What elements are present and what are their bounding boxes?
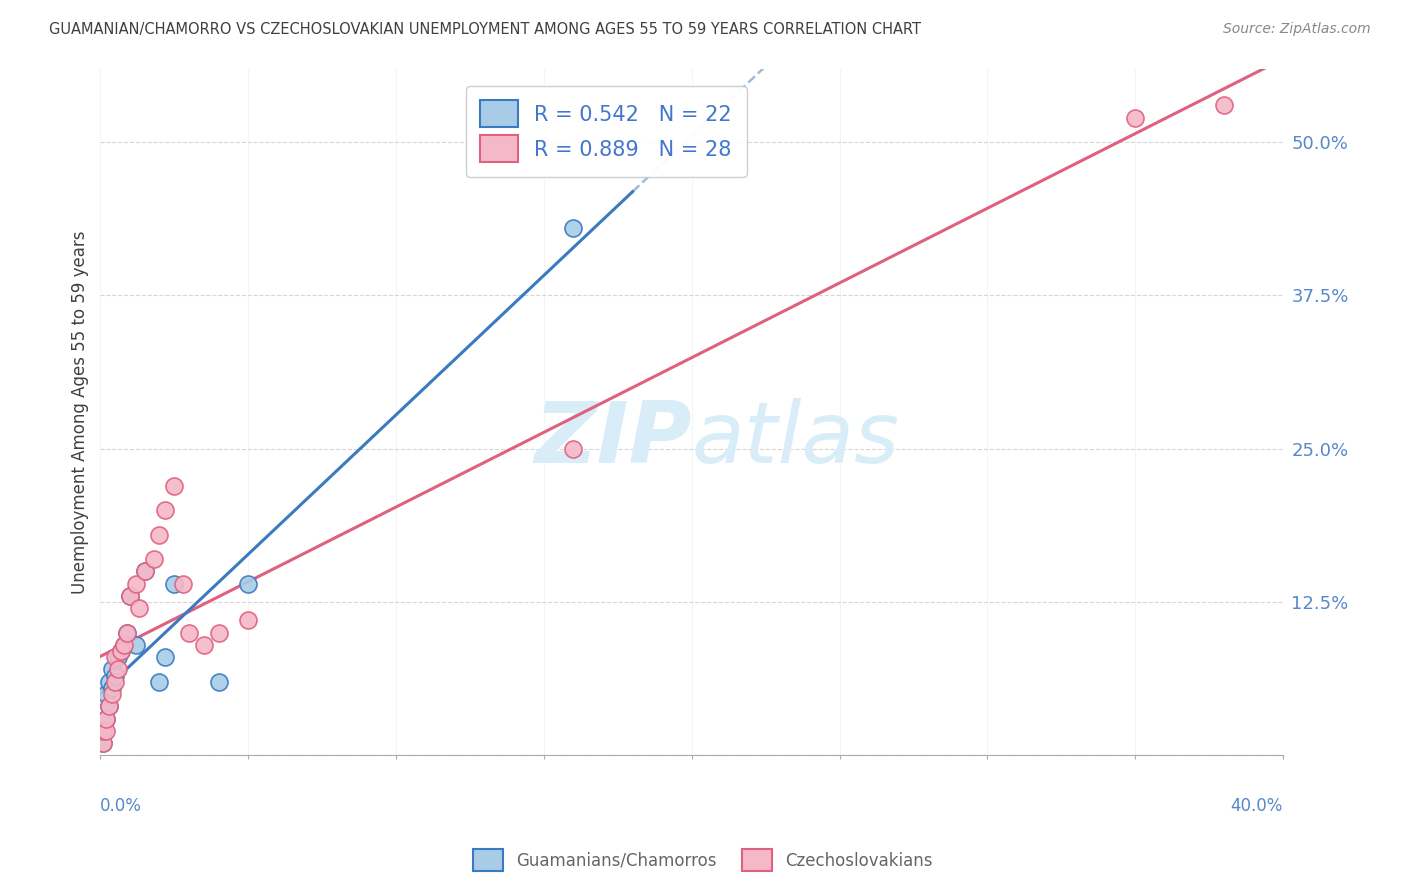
Point [1123, 111, 1146, 125]
Point [101, 687, 124, 701]
Point [148, 527, 170, 541]
Point [112, 638, 135, 652]
Point [155, 650, 177, 665]
Point [91, 723, 114, 738]
Point [125, 638, 148, 652]
Point [163, 478, 186, 492]
Legend: R = 0.542   N = 22, R = 0.889   N = 28: R = 0.542 N = 22, R = 0.889 N = 28 [465, 86, 747, 177]
Point [163, 576, 186, 591]
Point [177, 625, 200, 640]
Point [112, 638, 135, 652]
Point [91, 723, 114, 738]
Point [238, 576, 260, 591]
Point [110, 644, 132, 658]
Point [96, 712, 118, 726]
Point [115, 625, 138, 640]
Point [98, 674, 121, 689]
Text: 0.0%: 0.0% [100, 797, 142, 814]
Y-axis label: Unemployment Among Ages 55 to 59 years: Unemployment Among Ages 55 to 59 years [72, 230, 89, 594]
Point [562, 442, 585, 456]
Point [1213, 98, 1236, 112]
Point [91, 736, 114, 750]
Point [125, 576, 148, 591]
Text: GUAMANIAN/CHAMORRO VS CZECHOSLOVAKIAN UNEMPLOYMENT AMONG AGES 55 TO 59 YEARS COR: GUAMANIAN/CHAMORRO VS CZECHOSLOVAKIAN UN… [49, 22, 921, 37]
Point [104, 674, 127, 689]
Point [118, 589, 141, 603]
Text: atlas: atlas [692, 398, 900, 481]
Point [96, 687, 118, 701]
Point [207, 674, 229, 689]
Point [96, 723, 118, 738]
Point [107, 663, 129, 677]
Point [562, 221, 585, 235]
Legend: Guamanians/Chamorros, Czechoslovakians: Guamanians/Chamorros, Czechoslovakians [465, 841, 941, 880]
Point [115, 625, 138, 640]
Point [172, 576, 194, 591]
Point [91, 736, 114, 750]
Point [110, 644, 132, 658]
Point [134, 565, 156, 579]
Point [193, 638, 215, 652]
Point [134, 565, 156, 579]
Point [155, 503, 177, 517]
Point [104, 668, 127, 682]
Point [104, 650, 127, 665]
Point [98, 699, 121, 714]
Point [101, 681, 124, 695]
Point [107, 650, 129, 665]
Point [142, 552, 165, 566]
Point [148, 674, 170, 689]
Point [118, 589, 141, 603]
Point [96, 712, 118, 726]
Point [98, 699, 121, 714]
Point [101, 663, 124, 677]
Text: 40.0%: 40.0% [1230, 797, 1284, 814]
Text: Source: ZipAtlas.com: Source: ZipAtlas.com [1223, 22, 1371, 37]
Point [207, 625, 229, 640]
Text: ZIP: ZIP [534, 398, 692, 481]
Point [238, 614, 260, 628]
Point [128, 601, 150, 615]
